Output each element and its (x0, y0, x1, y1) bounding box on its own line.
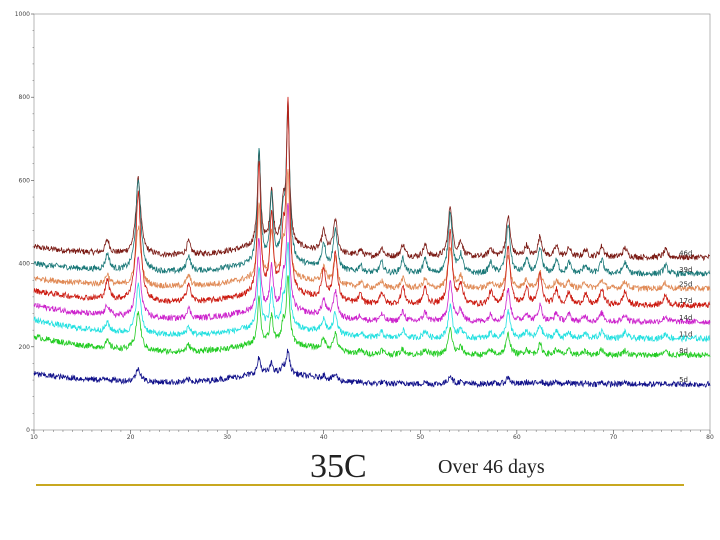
y-tick-label: 0 (26, 427, 30, 434)
chart-series-labels: 46d 39d 25d 17d 14d 11d 8d 5d (679, 249, 692, 384)
series-line-17d (33, 96, 711, 310)
chart-axes: 0 200 400 600 800 1000 10 20 30 40 50 60 70 80 (15, 11, 714, 440)
series-label-46d: 46d (679, 249, 692, 257)
chart-series (33, 96, 711, 389)
series-label-14d: 14d (679, 314, 692, 322)
series-label-8d: 8d (679, 347, 688, 355)
series-line-46d (33, 110, 710, 262)
x-tick-label: 10 (30, 434, 38, 440)
x-tick-label: 60 (513, 434, 521, 440)
series-label-39d: 39d (679, 266, 692, 274)
x-tick-label: 80 (706, 434, 714, 440)
x-tick-label: 30 (223, 434, 231, 440)
series-label-17d: 17d (679, 297, 692, 305)
x-tick-label: 40 (320, 434, 328, 440)
series-line-11d (33, 241, 711, 343)
series-line-39d (33, 98, 711, 278)
series-line-14d (33, 202, 711, 326)
y-tick-label: 400 (19, 261, 31, 268)
series-label-25d: 25d (679, 280, 692, 288)
y-tick-label: 600 (19, 177, 31, 184)
xrd-chart: 0 200 400 600 800 1000 10 20 30 40 50 60 70 80 46d 39d… (15, 11, 714, 440)
x-tick-label: 70 (610, 434, 618, 440)
x-tick-label: 50 (416, 434, 424, 440)
x-tick-label: 20 (127, 434, 135, 440)
duration-caption: Over 46 days (438, 456, 545, 478)
series-line-5d (33, 348, 711, 389)
series-label-11d: 11d (679, 330, 692, 338)
y-tick-label: 800 (19, 94, 31, 101)
y-tick-label: 1000 (15, 11, 30, 18)
caption-underline (36, 484, 684, 486)
series-label-5d: 5d (679, 376, 688, 384)
series-line-8d (33, 275, 711, 359)
y-tick-label: 200 (19, 344, 31, 351)
series-line-25d (33, 168, 711, 293)
temperature-caption: 35C (310, 448, 367, 485)
